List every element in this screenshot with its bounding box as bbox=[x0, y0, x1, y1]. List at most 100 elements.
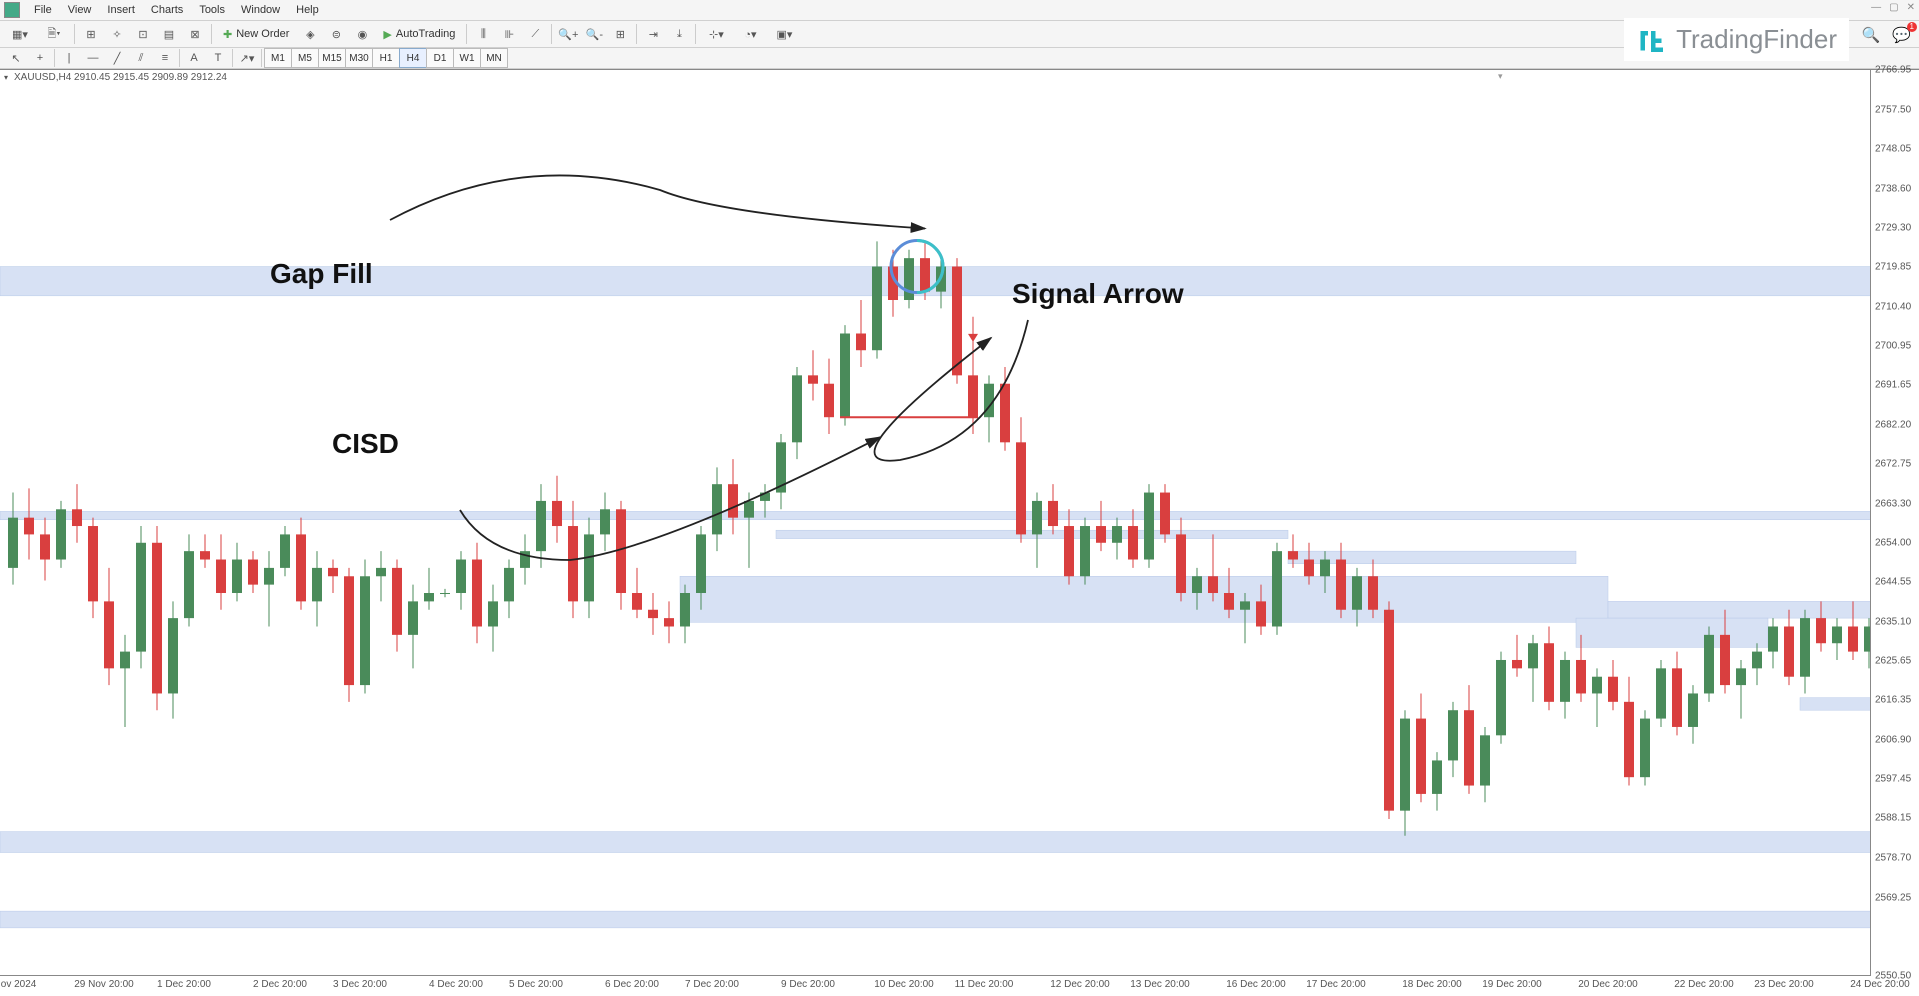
maximize-button[interactable]: ▢ bbox=[1889, 2, 1898, 13]
menu-file[interactable]: File bbox=[26, 2, 60, 18]
autoscroll-icon[interactable]: ⤓ bbox=[667, 23, 691, 45]
price-tick: 2710.40 bbox=[1875, 301, 1911, 312]
label-icon[interactable]: T bbox=[206, 48, 230, 68]
menu-insert[interactable]: Insert bbox=[99, 2, 143, 18]
navigator-icon[interactable]: ✧ bbox=[105, 23, 129, 45]
timeframe-m1[interactable]: M1 bbox=[264, 48, 292, 68]
tester-icon[interactable]: ⊠ bbox=[183, 23, 207, 45]
menu-tools[interactable]: Tools bbox=[191, 2, 233, 18]
tile-icon[interactable]: ⊞ bbox=[608, 23, 632, 45]
timeframe-d1[interactable]: D1 bbox=[426, 48, 454, 68]
notification-area: 🔍 💬1 bbox=[1862, 26, 1911, 44]
price-tick: 2635.10 bbox=[1875, 616, 1911, 627]
time-tick: 23 Dec 20:00 bbox=[1754, 979, 1814, 990]
timeframe-m15[interactable]: M15 bbox=[318, 48, 346, 68]
time-tick: 13 Dec 20:00 bbox=[1130, 979, 1190, 990]
chart-canvas[interactable] bbox=[0, 70, 1871, 976]
price-tick: 2625.65 bbox=[1875, 656, 1911, 667]
price-tick: 2616.35 bbox=[1875, 695, 1911, 706]
market-watch-icon[interactable]: ⊞ bbox=[79, 23, 103, 45]
arrows-dropdown[interactable]: ↗▾ bbox=[235, 48, 259, 68]
zoom-out-icon[interactable]: 🔍- bbox=[582, 23, 606, 45]
crosshair-icon[interactable]: + bbox=[28, 48, 52, 68]
terminal-icon[interactable]: ▤ bbox=[157, 23, 181, 45]
vline-icon[interactable]: | bbox=[57, 48, 81, 68]
timeframe-m5[interactable]: M5 bbox=[291, 48, 319, 68]
time-tick: 4 Dec 20:00 bbox=[429, 979, 483, 990]
time-tick: 17 Dec 20:00 bbox=[1306, 979, 1366, 990]
new-order-button[interactable]: ✚New Order bbox=[216, 23, 296, 45]
metaquotes-icon[interactable]: ◈ bbox=[298, 23, 322, 45]
options-icon[interactable]: ◉ bbox=[350, 23, 374, 45]
time-tick: 24 Dec 20:00 bbox=[1850, 979, 1910, 990]
time-tick: 3 Dec 20:00 bbox=[333, 979, 387, 990]
data-window-icon[interactable]: ⊡ bbox=[131, 23, 155, 45]
time-tick: 10 Dec 20:00 bbox=[874, 979, 934, 990]
window-controls: — ▢ ✕ bbox=[1871, 2, 1915, 13]
time-tick: 9 Dec 20:00 bbox=[781, 979, 835, 990]
annotation-cisd: CISD bbox=[332, 428, 399, 460]
menu-window[interactable]: Window bbox=[233, 2, 288, 18]
price-tick: 2766.95 bbox=[1875, 65, 1911, 76]
periodicity-dropdown[interactable]: ◔▾ bbox=[734, 23, 766, 45]
cursor-icon[interactable]: ↖ bbox=[4, 48, 28, 68]
price-tick: 2644.55 bbox=[1875, 577, 1911, 588]
price-tick: 2691.65 bbox=[1875, 380, 1911, 391]
timeframe-m30[interactable]: M30 bbox=[345, 48, 373, 68]
autotrading-button[interactable]: ▶AutoTrading bbox=[376, 23, 462, 45]
time-axis[interactable]: 28 Nov 2024 29 Nov 20:00 1 Dec 20:00 2 Dec … bbox=[0, 975, 1871, 996]
menu-help[interactable]: Help bbox=[288, 2, 327, 18]
time-tick: 5 Dec 20:00 bbox=[509, 979, 563, 990]
time-tick: 12 Dec 20:00 bbox=[1050, 979, 1110, 990]
candle-chart-icon[interactable]: ⊪ bbox=[497, 23, 521, 45]
timeframe-mn[interactable]: MN bbox=[480, 48, 508, 68]
fibo-icon[interactable]: ≡ bbox=[153, 48, 177, 68]
time-tick: 28 Nov 2024 bbox=[0, 979, 36, 990]
trendline-icon[interactable]: ╱ bbox=[105, 48, 129, 68]
close-button[interactable]: ✕ bbox=[1907, 2, 1915, 13]
price-tick: 2682.20 bbox=[1875, 419, 1911, 430]
time-tick: 11 Dec 20:00 bbox=[955, 979, 1014, 990]
bar-chart-icon[interactable]: ⫼ bbox=[471, 23, 495, 45]
time-tick: 6 Dec 20:00 bbox=[605, 979, 659, 990]
zoom-in-icon[interactable]: 🔍+ bbox=[556, 23, 580, 45]
time-tick: 29 Nov 20:00 bbox=[74, 979, 134, 990]
price-tick: 2748.05 bbox=[1875, 144, 1911, 155]
time-tick: 19 Dec 20:00 bbox=[1482, 979, 1542, 990]
timeframe-w1[interactable]: W1 bbox=[453, 48, 481, 68]
price-tick: 2569.25 bbox=[1875, 892, 1911, 903]
templates-dropdown[interactable]: ▣▾ bbox=[768, 23, 800, 45]
time-tick: 20 Dec 20:00 bbox=[1578, 979, 1638, 990]
price-tick: 2738.60 bbox=[1875, 183, 1911, 194]
price-tick: 2719.85 bbox=[1875, 262, 1911, 273]
new-chart-dropdown[interactable]: ▦▾ bbox=[4, 23, 36, 45]
time-tick: 1 Dec 20:00 bbox=[157, 979, 211, 990]
price-tick: 2757.50 bbox=[1875, 104, 1911, 115]
timeframe-h1[interactable]: H1 bbox=[372, 48, 400, 68]
arrow-cisd bbox=[460, 437, 880, 560]
timeframe-h4[interactable]: H4 bbox=[399, 48, 427, 68]
annotation-gap-fill: Gap Fill bbox=[270, 258, 373, 290]
price-tick: 2588.15 bbox=[1875, 813, 1911, 824]
profiles-dropdown[interactable]: 🗎▾ bbox=[38, 23, 70, 45]
price-tick: 2672.75 bbox=[1875, 459, 1911, 470]
menu-view[interactable]: View bbox=[60, 2, 100, 18]
shift-icon[interactable]: ⇥ bbox=[641, 23, 665, 45]
time-tick: 18 Dec 20:00 bbox=[1402, 979, 1462, 990]
time-tick: 2 Dec 20:00 bbox=[253, 979, 307, 990]
price-axis[interactable]: 2766.952757.502748.052738.602729.302719.… bbox=[1870, 70, 1919, 976]
channel-icon[interactable]: ⫽ bbox=[129, 48, 153, 68]
indicators-dropdown[interactable]: ⊹▾ bbox=[700, 23, 732, 45]
chart-window: ▾ XAUUSD,H4 2910.45 2915.45 2909.89 2912… bbox=[0, 69, 1919, 996]
line-chart-icon[interactable]: ⟋ bbox=[523, 23, 547, 45]
menu-charts[interactable]: Charts bbox=[143, 2, 191, 18]
minimize-button[interactable]: — bbox=[1871, 2, 1881, 13]
price-tick: 2597.45 bbox=[1875, 774, 1911, 785]
alerts-icon[interactable]: 💬1 bbox=[1892, 26, 1911, 44]
arrow-gap-fill bbox=[390, 175, 925, 228]
app-icon bbox=[4, 2, 20, 18]
expert-list-icon[interactable]: ⊜ bbox=[324, 23, 348, 45]
text-icon[interactable]: A bbox=[182, 48, 206, 68]
hline-icon[interactable]: — bbox=[81, 48, 105, 68]
search-icon[interactable]: 🔍 bbox=[1862, 26, 1881, 44]
